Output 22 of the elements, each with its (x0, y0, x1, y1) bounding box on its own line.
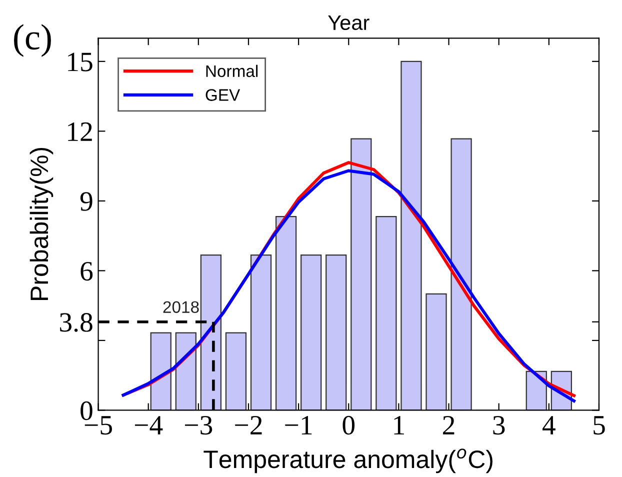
x-tick-label: −1 (285, 416, 312, 434)
y-tick-label: 6 (80, 262, 93, 281)
x-tick-label: 0 (342, 416, 355, 435)
annotation: 2018 (163, 301, 199, 314)
legend-label: GEV (206, 89, 240, 101)
x-tick-label: 4 (542, 416, 556, 434)
x-tick-label: 3 (493, 416, 505, 435)
y-axis-title: Probability(%) (30, 148, 54, 300)
legend-label: Normal (206, 64, 258, 78)
x-axis-title: Temperature anomaly($^{o}$C) (204, 448, 492, 474)
chart-title: Year (328, 15, 370, 30)
x-tick-label: 5 (594, 416, 605, 435)
x-tick-label: −3 (185, 416, 212, 435)
text: (c) (14, 24, 51, 57)
y-tick-label: 12 (68, 122, 92, 141)
x-tick-label: 1 (394, 416, 404, 434)
y-tick-label: 3.8 (60, 313, 92, 332)
y-tick-label: 15 (68, 52, 92, 72)
y-tick-label: 9 (80, 192, 92, 211)
x-tick-label: −4 (134, 416, 163, 434)
x-tick-label: −2 (235, 416, 262, 434)
x-tick-label: 2 (443, 416, 454, 434)
